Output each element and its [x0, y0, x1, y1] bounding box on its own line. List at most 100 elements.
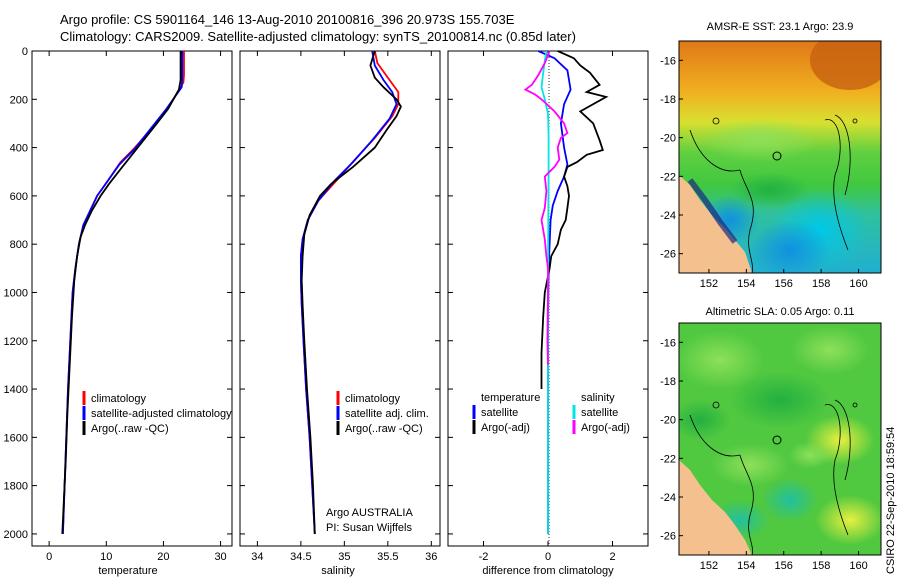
- sla-map-frame: [678, 322, 882, 556]
- map-x-tick-label: 154: [737, 278, 755, 290]
- series-line-argo-raw-qc-: [61, 51, 182, 534]
- x-tick-label: 0: [545, 551, 551, 563]
- map-x-tick-label: 160: [849, 560, 867, 572]
- map-x-tick-label: 152: [700, 560, 718, 572]
- sla-map-title: Altimetric SLA: 0.05 Argo: 0.11: [706, 306, 855, 318]
- map-y-tick-label: -24: [660, 210, 676, 222]
- x-tick-label: 34.5: [290, 551, 311, 563]
- header-line-2: Climatology: CARS2009. Satellite-adjuste…: [60, 29, 576, 44]
- legend-sal-satellite: satellite: [581, 407, 618, 419]
- series-line-climatology: [300, 50, 400, 534]
- legend-climatology: climatology: [345, 393, 401, 405]
- salinity-lines: [240, 50, 440, 535]
- series-line-satellite-adjusted-climatology: [62, 51, 184, 534]
- map-y-tick-label: -24: [660, 492, 676, 504]
- x-tick-label: 0: [46, 551, 52, 563]
- map-y-tick-label: -22: [660, 453, 676, 465]
- csiro-timestamp: CSIRO 22-Sep-2010 18:59:54: [885, 427, 897, 574]
- series-line-satellite-adj-clim-: [300, 50, 398, 534]
- map-x-tick-label: 154: [737, 560, 755, 572]
- difference-xlabel: difference from climatology: [482, 565, 614, 577]
- sst-map-panel: AMSR-E SST: 23.1 Argo: 23.9: [660, 21, 882, 290]
- legend-title-salinity: salinity: [581, 392, 615, 404]
- y-tick-label: 2000: [4, 529, 28, 541]
- header-line-1: Argo profile: CS 5901164_146 13-Aug-2010…: [60, 12, 515, 27]
- sst-map-yticks: -16 -18 -20 -22 -24 -26: [660, 55, 683, 261]
- temperature-xlabel: temperature: [98, 565, 157, 577]
- sla-map-image: [679, 323, 881, 555]
- x-tick-label: 2: [609, 551, 615, 563]
- sla-map-xticks: 152 154 156 158 160: [700, 551, 868, 572]
- y-tick-label: 200: [10, 94, 28, 106]
- legend-temp-argo: Argo(-adj): [481, 422, 530, 434]
- y-tick-label: 600: [10, 191, 28, 203]
- salinity-axes-box: [239, 50, 441, 547]
- map-y-tick-label: -20: [660, 415, 676, 427]
- map-y-tick-label: -26: [660, 249, 676, 261]
- y-tick-label: 1400: [4, 384, 28, 396]
- temperature-panel: 0 200 400 600 800 1000 1200 1400 1600 1800 2000 0 1…: [4, 46, 233, 577]
- difference-panel: -2 0 2 difference from climatology tempera…: [447, 50, 649, 577]
- x-tick-label: -2: [479, 551, 489, 563]
- australia-coast: [679, 460, 752, 555]
- salinity-xticks: 34 34.5 35 35.5 36: [251, 51, 437, 563]
- temperature-lines: [32, 50, 232, 535]
- x-tick-label: 35.5: [377, 551, 398, 563]
- australia-coast: [679, 175, 752, 273]
- salinity-legend: climatology satellite adj. clim. Argo(..…: [336, 391, 429, 435]
- legend-temp-satellite: satellite: [481, 407, 518, 419]
- salinity-panel: 34 34.5 35 35.5 36 salinity climatology sate…: [239, 50, 441, 577]
- y-tick-label: 400: [10, 143, 28, 155]
- map-y-tick-label: -22: [660, 171, 676, 183]
- legend-satellite-adj: satellite adj. clim.: [345, 408, 429, 420]
- pi-note: PI: Susan Wijffels: [326, 522, 412, 534]
- sla-map-yticks: -16 -18 -20 -22 -24 -26: [660, 337, 683, 543]
- sst-map-image: [679, 41, 881, 273]
- x-tick-label: 10: [100, 551, 112, 563]
- legend-climatology: climatology: [91, 393, 147, 405]
- map-x-tick-label: 158: [812, 278, 830, 290]
- series-line-temperature-argo-adj-: [540, 50, 609, 389]
- sst-map-title: AMSR-E SST: 23.1 Argo: 23.9: [707, 21, 854, 33]
- difference-lines: [448, 50, 648, 535]
- legend-argo: Argo(..raw -QC): [345, 423, 423, 435]
- temperature-axes-box: [31, 50, 233, 547]
- map-x-tick-label: 156: [775, 560, 793, 572]
- x-tick-label: 36: [425, 551, 437, 563]
- legend-satellite-adjusted: satellite-adjusted climatology: [91, 408, 232, 420]
- salinity-xlabel: salinity: [321, 565, 355, 577]
- difference-xticks: -2 0 2: [479, 51, 616, 563]
- y-tick-label: 1000: [4, 287, 28, 299]
- sst-map-frame: [678, 40, 882, 274]
- y-tick-label: 800: [10, 239, 28, 251]
- series-line-climatology: [62, 51, 185, 534]
- temperature-yticks: 0 200 400 600 800 1000 1200 1400 1600 1800 2000: [4, 46, 28, 541]
- map-x-tick-label: 160: [849, 278, 867, 290]
- legend-title-temperature: temperature: [481, 392, 540, 404]
- map-y-tick-label: -16: [660, 55, 676, 67]
- sla-map-panel: Altimetric SLA: 0.05 Argo: 0.11 152 154 15…: [660, 306, 882, 572]
- series-line-argo-raw-qc-: [300, 50, 402, 534]
- argo-australia-note: Argo AUSTRALIA: [326, 507, 413, 519]
- map-y-tick-label: -26: [660, 531, 676, 543]
- map-x-tick-label: 158: [812, 560, 830, 572]
- map-x-tick-label: 152: [700, 278, 718, 290]
- map-y-tick-label: -18: [660, 376, 676, 388]
- sst-map-xticks: 152 154 156 158 160: [700, 269, 868, 290]
- map-y-tick-label: -20: [660, 133, 676, 145]
- series-line-salinity-argo-adj-: [523, 50, 569, 365]
- y-tick-label: 1800: [4, 481, 28, 493]
- map-y-tick-label: -16: [660, 337, 676, 349]
- x-tick-label: 20: [157, 551, 169, 563]
- legend-argo: Argo(..raw -QC): [91, 423, 169, 435]
- x-tick-label: 34: [251, 551, 263, 563]
- temperature-xticks: 0 10 20 30: [46, 51, 227, 563]
- x-tick-label: 35: [338, 551, 350, 563]
- difference-legend: temperature salinity satellite Argo(-adj…: [472, 392, 630, 434]
- y-tick-label: 1200: [4, 336, 28, 348]
- y-tick-label: 0: [22, 46, 28, 58]
- temperature-legend: climatology satellite-adjusted climatolo…: [82, 391, 232, 435]
- series-line-temperature-satellite: [537, 50, 572, 534]
- legend-sal-argo: Argo(-adj): [581, 422, 630, 434]
